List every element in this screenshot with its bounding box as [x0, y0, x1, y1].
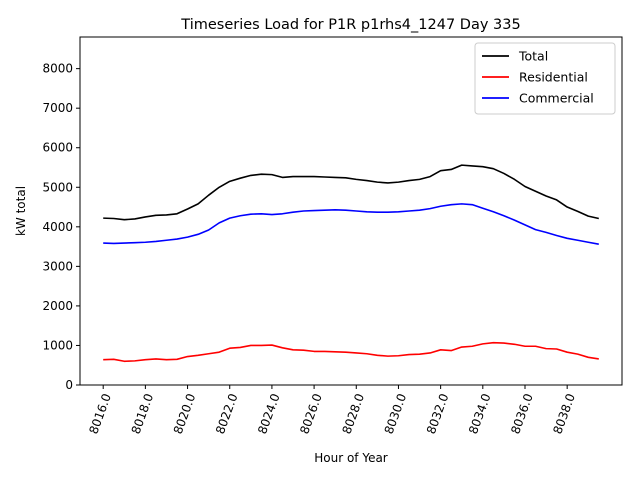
legend-label-total: Total	[518, 49, 548, 64]
y-tick-label: 6000	[42, 141, 73, 155]
x-axis-label: Hour of Year	[314, 451, 388, 465]
chart-title: Timeseries Load for P1R p1rhs4_1247 Day …	[180, 17, 520, 33]
series-line-total	[103, 164, 599, 221]
y-tick-label: 2000	[42, 299, 73, 313]
legend-label-commercial: Commercial	[519, 91, 594, 106]
y-tick-label: 3000	[42, 259, 73, 273]
y-tick-label: 4000	[42, 220, 73, 234]
y-tick-label: 0	[65, 378, 73, 392]
y-axis: 0 1000 2000 3000 4000 5000 6000 7000 8000	[42, 62, 80, 392]
legend: Total Residential Commercial	[474, 42, 616, 115]
series-line-residential	[103, 341, 599, 363]
plot-area	[79, 36, 623, 386]
y-tick-label: 5000	[42, 180, 73, 194]
legend-label-residential: Residential	[519, 70, 588, 85]
y-tick-label: 1000	[42, 338, 73, 352]
series-line-commercial	[103, 203, 599, 246]
y-axis-label: kW total	[14, 186, 28, 236]
legend-box	[474, 42, 616, 115]
axes-frame	[79, 36, 623, 386]
y-tick-label: 8000	[42, 62, 73, 76]
y-tick-label: 7000	[42, 101, 73, 115]
